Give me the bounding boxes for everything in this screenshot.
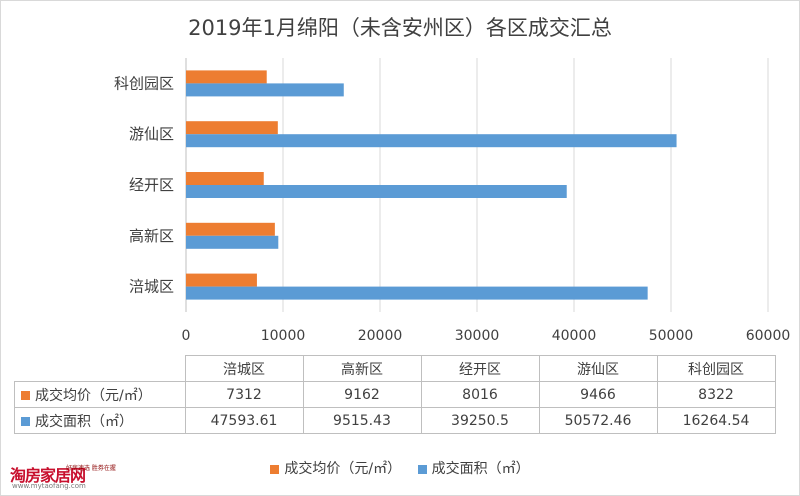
legend-key-area: [21, 417, 30, 426]
category-label: 游仙区: [129, 125, 174, 143]
watermark-logo: 淘房家居网 好房速选 胜券在握 www.mytaofang.com: [10, 462, 120, 492]
category-label: 科创园区: [114, 74, 174, 92]
x-tick-label: 10000: [261, 328, 306, 344]
table-cell: 8322: [656, 381, 776, 408]
legend-key-price: [21, 391, 30, 400]
legend-item-price: 成交均价（元/㎡）: [270, 458, 401, 478]
bar: [186, 121, 278, 135]
category-label: 高新区: [129, 227, 174, 245]
chart-legend: 成交均价（元/㎡） 成交面积（㎡）: [0, 458, 800, 478]
table-header: 涪城区: [184, 355, 304, 382]
bar: [186, 83, 344, 97]
category-label: 经开区: [129, 176, 174, 194]
x-tick-label: 40000: [552, 328, 597, 344]
x-tick-label: 30000: [455, 328, 500, 344]
table-header: 科创园区: [656, 355, 776, 382]
table-cell: 9162: [302, 381, 422, 408]
table-row: 成交面积（㎡） 47593.61 9515.43 39250.5 50572.4…: [14, 407, 776, 434]
bar: [186, 235, 279, 249]
table-cell: 8016: [420, 381, 540, 408]
x-tick-label: 0: [182, 328, 191, 344]
chart-title: 2019年1月绵阳（未含安州区）各区成交汇总: [188, 16, 612, 40]
table-cell: 47593.61: [184, 407, 304, 434]
table-header: 经开区: [420, 355, 540, 382]
watermark-tagline: 好房速选 胜券在握: [66, 465, 116, 472]
table-cell: 7312: [184, 381, 304, 408]
table-cell: 9515.43: [302, 407, 422, 434]
bar: [186, 185, 567, 198]
legend-item-area: 成交面积（㎡）: [417, 458, 530, 478]
category-label: 涪城区: [129, 278, 174, 296]
bar: [186, 70, 267, 84]
table-cell: 50572.46: [538, 407, 658, 434]
table-cell: 9466: [538, 381, 658, 408]
bar: [186, 222, 275, 236]
row-header: 成交面积（㎡）: [14, 407, 186, 434]
table-row: 成交均价（元/㎡） 7312 9162 8016 9466 8322: [14, 381, 776, 408]
x-tick-label: 20000: [358, 328, 403, 344]
watermark-brand: 淘房家居网: [10, 466, 86, 485]
bar: [186, 134, 677, 148]
data-table: 涪城区 高新区 经开区 游仙区 科创园区 成交均价（元/㎡） 7312 9162…: [14, 355, 776, 434]
table-header-row: 涪城区 高新区 经开区 游仙区 科创园区: [14, 355, 776, 382]
x-tick-label: 50000: [649, 328, 694, 344]
table-cell: 39250.5: [420, 407, 540, 434]
bar: [186, 172, 264, 185]
x-tick-label: 60000: [746, 328, 791, 344]
table-header: 高新区: [302, 355, 422, 382]
table-cell: 16264.54: [656, 407, 776, 434]
watermark-url: www.mytaofang.com: [12, 482, 86, 490]
table-header: 游仙区: [538, 355, 658, 382]
row-header: 成交均价（元/㎡）: [14, 381, 186, 408]
bar: [186, 286, 648, 300]
bar: [186, 273, 257, 287]
